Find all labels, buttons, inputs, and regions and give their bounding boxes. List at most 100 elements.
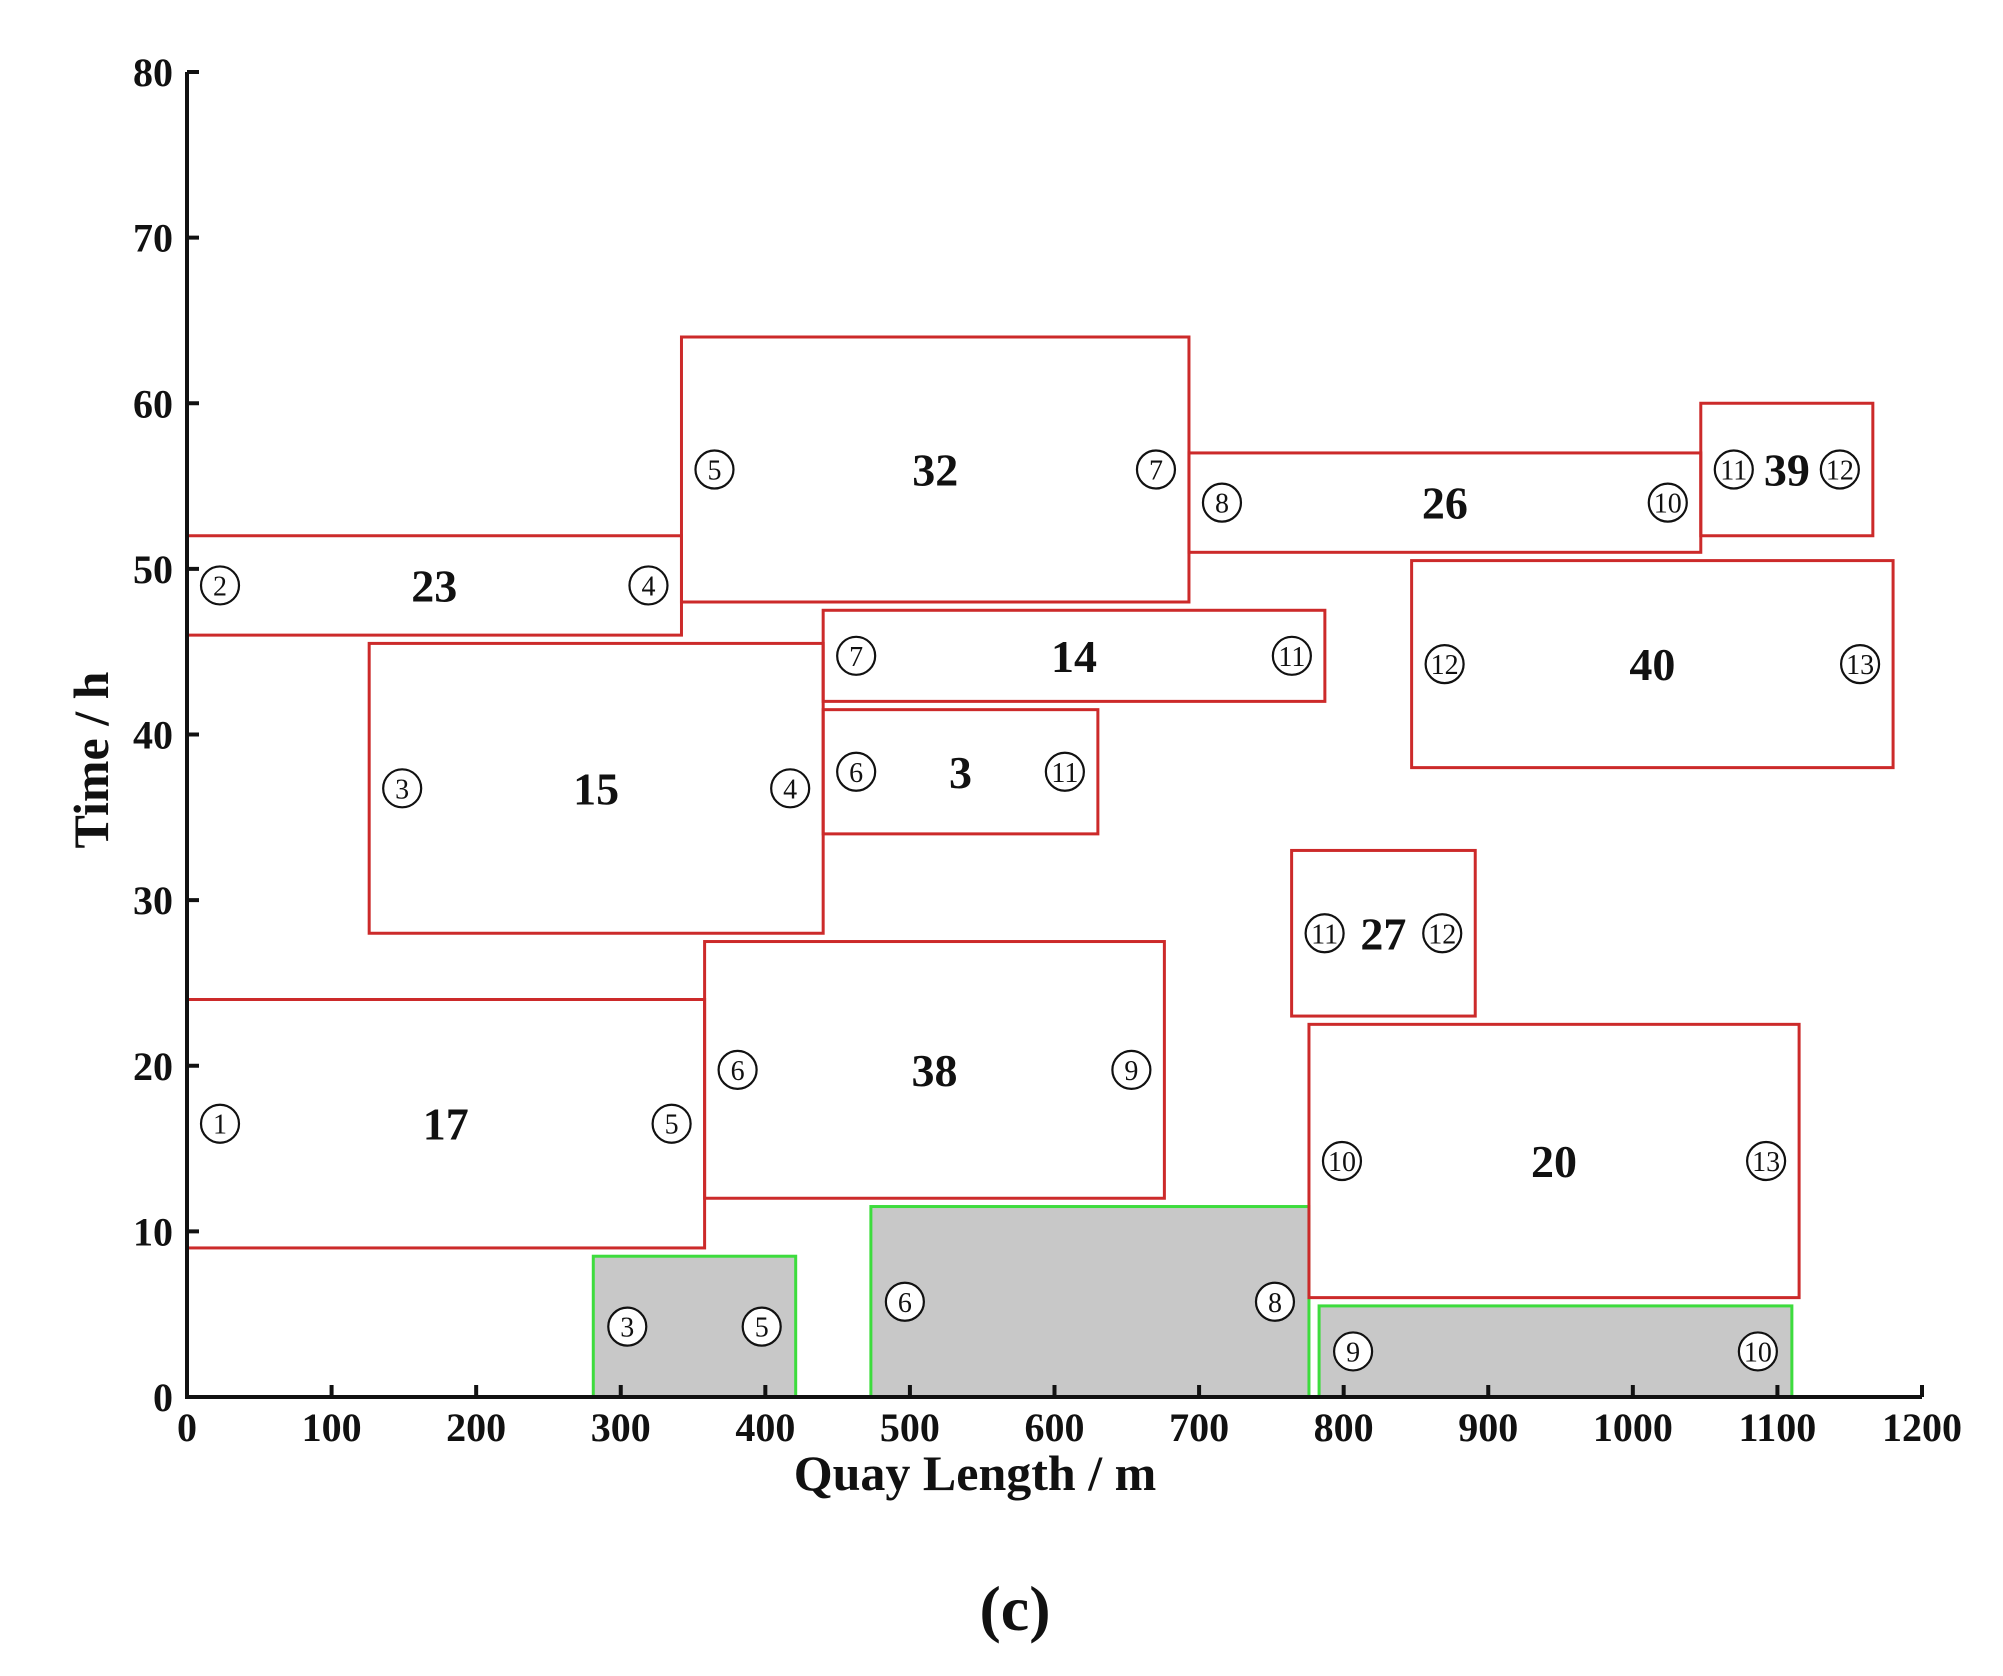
axes: 0 100 200 300 400 500 600 700 800 900 1000 1100 1200… [133,50,1962,1450]
vessel-right-berth-marker: 4 [628,565,669,606]
vessel-right-marker-number: 13 [1752,1147,1780,1178]
occupied-right-marker-circle [741,1306,782,1347]
vessel-rect [1290,848,1477,1018]
vessel-right-marker-circle [770,768,811,809]
vessel-label: 38 [911,1045,957,1096]
vessel-left-marker-circle [382,768,423,809]
occupied-left-marker-circle [607,1306,648,1347]
vessel-left-marker-number: 3 [395,774,409,805]
vessel-right-berth-marker: 4 [770,768,811,809]
vessel-label: 32 [912,445,958,496]
vessel-left-marker-circle [199,1103,241,1144]
y-tick-label: 40 [133,713,173,758]
vessel-label: 14 [1051,631,1097,682]
vessel-left-marker-number: 1 [213,1110,227,1141]
y-tick-label: 30 [133,878,173,923]
vessel-right-berth-marker: 7 [1135,449,1177,490]
vessel-left-berth-marker: 1 [199,1103,241,1144]
y-tick-label: 0 [153,1375,173,1420]
vessel-left-berth-marker: 6 [717,1049,758,1090]
vessel-right-marker-circle [1044,751,1085,792]
vessel-right-marker-number: 11 [1051,758,1078,789]
y-tick-label: 10 [133,1209,173,1254]
occupied-left-berth-marker: 3 [607,1306,648,1347]
vessel-left-marker-number: 5 [707,456,721,487]
y-tick-label: 70 [133,216,173,261]
vessel-block-38: 38 6 9 [703,940,1166,1200]
vessel-left-berth-marker: 8 [1201,482,1243,523]
vessel-left-berth-marker: 11 [1304,913,1345,954]
x-tick-label: 1100 [1739,1405,1817,1450]
vessel-left-marker-circle [1424,644,1465,685]
vessel-left-marker-number: 11 [1311,919,1338,950]
occupied-block-rect [1317,1304,1794,1399]
vessel-right-marker-number: 7 [1149,456,1163,487]
vessel-right-marker-circle [1819,449,1860,490]
vessel-left-marker-number: 7 [849,642,863,673]
vessel-right-berth-marker: 5 [651,1103,692,1144]
x-tick-label: 1200 [1882,1405,1962,1450]
occupied-left-berth-marker: 6 [884,1281,925,1322]
y-tick-label: 50 [133,547,173,592]
vessel-left-berth-marker: 6 [836,751,877,792]
x-tick-label: 1000 [1593,1405,1673,1450]
occupied-right-berth-marker: 5 [741,1306,782,1347]
vessel-right-marker-circle [1111,1049,1152,1090]
vessel-right-marker-circle [1135,449,1177,490]
occupied-left-marker-circle [884,1281,925,1322]
vessel-right-berth-marker: 13 [1839,644,1881,685]
vessel-label: 39 [1764,445,1810,496]
vessel-right-marker-number: 13 [1846,650,1874,681]
vessel-label: 27 [1360,908,1406,959]
occupied-left-berth-marker: 9 [1332,1331,1374,1372]
vessel-left-marker-circle [836,751,877,792]
vessel-left-berth-marker: 12 [1424,644,1465,685]
vessel-left-marker-circle [1304,913,1345,954]
vessel-right-berth-marker: 9 [1111,1049,1152,1090]
vessel-label: 23 [411,560,457,611]
vessel-right-marker-circle [1422,913,1463,954]
occupied-right-marker-number: 8 [1268,1288,1282,1319]
vessel-right-marker-number: 4 [783,774,797,805]
vessel-rect [703,940,1166,1200]
occupied-block-3: 9 10 [1317,1304,1794,1399]
occupied-left-marker-circle [1332,1331,1374,1372]
vessel-right-marker-number: 11 [1278,642,1305,673]
vessel-rect [1699,401,1875,538]
vessel-left-berth-marker: 11 [1713,449,1754,490]
occupied-right-marker-number: 10 [1744,1337,1772,1368]
x-axis-title: Quay Length / m [794,1445,1157,1501]
vessel-left-marker-circle [717,1049,758,1090]
vessel-rect [1410,559,1895,770]
vessel-label: 17 [423,1099,469,1150]
vessel-block-15: 153 4 [367,641,825,935]
vessel-block-14: 14 7 11 [821,608,1327,703]
y-tick-label: 80 [133,50,173,95]
y-tick-label: 60 [133,381,173,426]
vessel-left-marker-number: 12 [1431,650,1459,681]
vessel-left-marker-number: 10 [1328,1147,1356,1178]
occupied-right-marker-number: 5 [755,1313,769,1344]
occupied-right-berth-marker: 8 [1254,1281,1296,1322]
vessel-right-berth-marker: 10 [1647,482,1688,523]
occupied-right-berth-marker: 10 [1737,1331,1778,1372]
vessel-label: 3 [949,747,972,798]
x-tick-label: 900 [1458,1405,1518,1450]
vessel-block-40: 40 12 13 [1410,559,1895,770]
x-tick-label: 0 [177,1405,197,1450]
vessel-block-17: 171 5 [185,998,707,1250]
vessel-left-berth-marker: 7 [836,635,877,676]
x-tick-label: 100 [302,1405,362,1450]
y-axis-title: Time / h [63,671,119,848]
vessel-rect [821,608,1327,703]
vessel-right-marker-number: 5 [665,1110,679,1141]
y-tick-label: 20 [133,1044,173,1089]
vessel-block-32: 32 5 7 [679,335,1191,604]
vessel-right-berth-marker: 11 [1271,635,1312,676]
vessel-left-marker-number: 2 [213,571,227,602]
vessel-right-berth-marker: 13 [1746,1140,1787,1182]
vessel-left-marker-circle [1321,1140,1363,1182]
